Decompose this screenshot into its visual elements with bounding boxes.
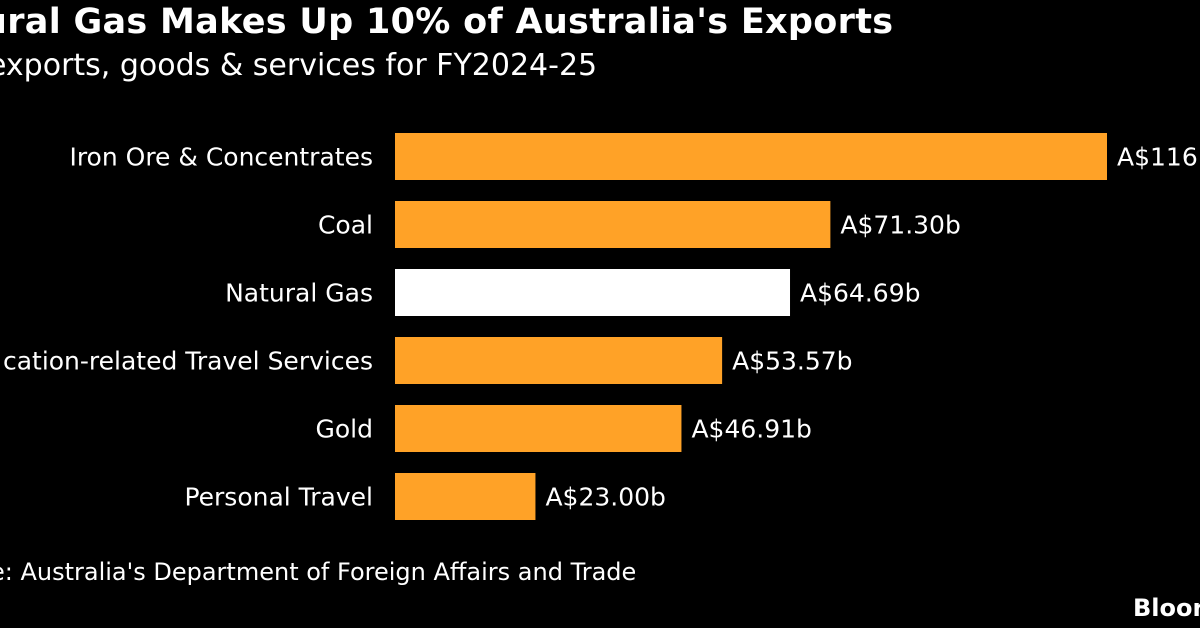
bar-3 (395, 337, 723, 384)
bar-4 (395, 405, 682, 452)
chart-title: ural Gas Makes Up 10% of Australia's Exp… (0, 2, 894, 42)
bar-5 (395, 473, 536, 520)
value-label-4: A$46.91b (691, 415, 811, 444)
bar-1 (395, 201, 831, 248)
value-label-5: A$23.00b (545, 483, 665, 512)
category-label-2: Natural Gas (225, 279, 373, 308)
value-label-2: A$64.69b (800, 279, 920, 308)
source-note: e: Australia's Department of Foreign Aff… (0, 558, 637, 586)
value-label-3: A$53.57b (732, 347, 852, 376)
bar-0 (395, 133, 1107, 180)
category-label-3: cation-related Travel Services (3, 347, 373, 376)
category-label-5: Personal Travel (184, 483, 373, 512)
category-label-4: Gold (316, 415, 373, 444)
chart-subtitle: exports, goods & services for FY2024-25 (0, 48, 598, 83)
value-label-1: A$71.30b (840, 211, 960, 240)
category-label-0: Iron Ore & Concentrates (69, 143, 373, 172)
category-label-1: Coal (318, 211, 373, 240)
bar-2 (395, 269, 791, 316)
value-label-0: A$116. (1117, 143, 1200, 172)
brand-logo-text: Bloor (1133, 594, 1200, 622)
